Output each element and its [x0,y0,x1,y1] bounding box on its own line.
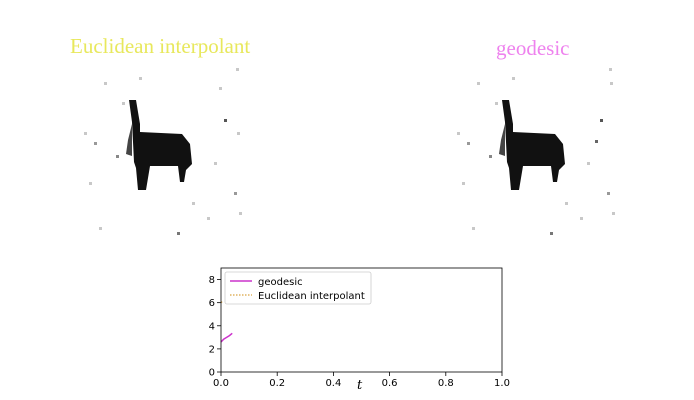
y-tick-label: 0 [209,368,215,379]
euclidean-interpolant-image [84,68,242,235]
y-tick-label: 8 [209,275,215,286]
geodesic-image [457,68,615,235]
series-line-0 [220,332,233,343]
x-tick-label: 0.8 [438,378,454,389]
euclidean-interpolant-title: Euclidean interpolant [70,34,251,58]
y-tick-label: 4 [209,321,215,332]
x-tick-label: 0.4 [325,378,341,389]
x-tick-label: 0.0 [213,378,229,389]
x-tick-label: 1.0 [494,378,510,389]
legend-geodesic-label: geodesic [258,277,303,288]
x-tick-label: 0.6 [382,378,398,389]
geodesic-title: geodesic [496,36,570,60]
y-tick-label: 2 [209,344,215,355]
legend: geodesic Euclidean interpolant [224,271,372,305]
y-tick-label: 6 [209,298,215,309]
axes-frame [220,267,503,373]
x-tick-label: 0.2 [269,378,285,389]
legend-euclidean-label: Euclidean interpolant [258,291,365,302]
x-axis-label: t [357,378,363,393]
